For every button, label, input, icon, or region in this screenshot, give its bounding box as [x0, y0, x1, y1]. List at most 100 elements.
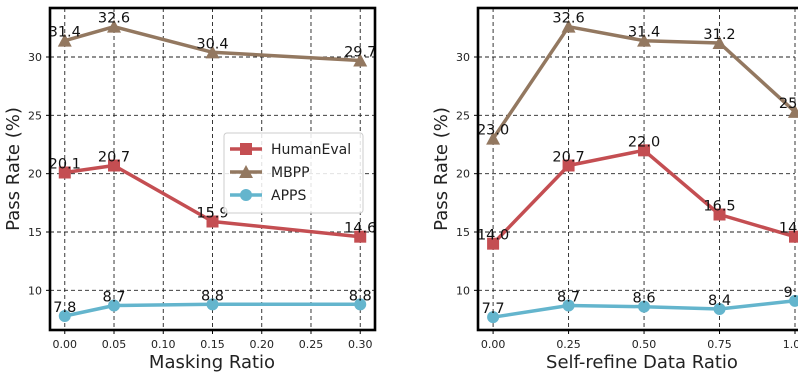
data-label-apps: 7.7 — [482, 301, 505, 317]
data-point-humaneval — [638, 144, 651, 157]
y-tick-label: 30 — [28, 51, 42, 64]
data-label-apps: 8.7 — [102, 290, 125, 306]
y-tick-label: 25 — [456, 109, 470, 122]
y-ticks: 10 15 20 25 30 — [28, 51, 50, 297]
data-point-mbpp — [637, 33, 652, 47]
data-label-apps: 8.8 — [201, 288, 224, 304]
x-tick-label: 0.00 — [53, 338, 78, 351]
data-point-apps — [789, 294, 798, 307]
data-label-humaneval: 22.0 — [628, 134, 660, 150]
data-point-apps — [354, 298, 367, 311]
data-label-mbpp: 30.4 — [196, 36, 228, 52]
data-label-apps: 8.7 — [557, 290, 580, 306]
data-point-apps — [487, 311, 500, 324]
x-tick-label: 0.25 — [299, 338, 324, 351]
data-point-mbpp — [57, 33, 72, 47]
data-label-humaneval: 16.5 — [703, 199, 735, 215]
triangle-marker-icon — [239, 165, 253, 178]
y-tick-label: 20 — [28, 168, 42, 181]
y-axis-label: Pass Rate (%) — [3, 107, 24, 231]
series-line-apps — [64, 302, 361, 318]
y-tick-label: 25 — [28, 109, 42, 122]
data-label-mbpp: 29.7 — [344, 45, 376, 61]
x-tick-label: 0.20 — [249, 338, 274, 351]
data-label-mbpp: 32.6 — [552, 11, 584, 27]
x-tick-label: 0.25 — [556, 338, 581, 351]
data-label-mbpp: 25.3 — [779, 96, 798, 112]
data-label-mbpp: 31.4 — [49, 25, 81, 41]
series-markers — [486, 19, 798, 324]
x-tick-label: 0.00 — [481, 338, 506, 351]
data-labels: 14.0 20.7 22.0 16.5 14.6 23.0 32.6 31.4 31.2 25.3… — [477, 11, 798, 317]
data-label-mbpp: 31.4 — [628, 25, 660, 41]
circle-marker-icon — [240, 189, 252, 201]
data-label-apps: 7.8 — [53, 300, 76, 316]
x-tick-label: 0.30 — [348, 338, 373, 351]
data-label-apps: 8.6 — [633, 291, 656, 307]
x-axis-label: Self-refine Data Ratio — [546, 352, 738, 373]
data-label-mbpp: 31.2 — [703, 27, 735, 43]
data-label-humaneval: 20.7 — [552, 150, 584, 166]
y-tick-label: 30 — [456, 51, 470, 64]
data-point-apps — [638, 300, 651, 313]
data-point-mbpp — [788, 104, 798, 118]
y-axis-label: Pass Rate (%) — [431, 107, 452, 231]
data-label-humaneval: 14.6 — [779, 221, 798, 237]
data-point-apps — [206, 298, 219, 311]
data-point-humaneval — [713, 208, 726, 221]
data-label-mbpp: 23.0 — [477, 123, 509, 139]
x-tick-label: 1.00 — [783, 338, 798, 351]
data-label-mbpp: 32.6 — [98, 11, 130, 27]
self-refine-ratio-chart: 14.0 20.7 22.0 16.5 14.6 23.0 32.6 31.4 31.2 25.3… — [431, 6, 798, 373]
y-tick-label: 20 — [456, 168, 470, 181]
legend-entry-apps: APPS — [230, 188, 306, 204]
data-point-mbpp — [712, 36, 727, 49]
masking-ratio-chart: 20.1 20.7 15.9 14.6 31.4 32.6 30.4 29.7 7.8 8.7 8.… — [3, 6, 377, 373]
plot-area — [478, 8, 798, 330]
legend-label-apps: APPS — [271, 188, 306, 204]
series-markers — [57, 19, 368, 322]
data-point-mbpp — [486, 131, 501, 145]
data-point-apps — [58, 310, 71, 322]
data-label-apps: 8.8 — [349, 288, 372, 304]
x-ticks: 0.00 0.05 0.10 0.15 0.20 0.25 0.30 — [53, 330, 373, 351]
data-label-humaneval: 14.6 — [344, 221, 376, 237]
legend: HumanEval MBPP APPS — [223, 132, 364, 214]
data-point-humaneval — [206, 215, 219, 228]
data-point-humaneval — [108, 159, 121, 172]
y-tick-label: 15 — [456, 226, 470, 239]
y-tick-label: 15 — [28, 226, 42, 239]
data-point-humaneval — [354, 230, 367, 243]
square-marker-icon — [240, 143, 252, 155]
data-point-apps — [562, 299, 575, 312]
data-point-mbpp — [353, 53, 368, 67]
data-label-humaneval: 14.0 — [477, 228, 509, 244]
y-tick-label: 10 — [28, 284, 42, 297]
x-axis-label: Masking Ratio — [149, 352, 275, 373]
x-tick-label: 0.10 — [151, 338, 176, 351]
series-line-humaneval — [64, 163, 361, 239]
x-ticks: 0.00 0.25 0.50 0.75 1.00 — [481, 330, 798, 351]
legend-label-mbpp: MBPP — [271, 165, 310, 181]
legend-entry-humaneval: HumanEval — [230, 142, 351, 158]
data-point-apps — [108, 299, 121, 312]
data-point-mbpp — [205, 45, 220, 59]
data-point-mbpp — [561, 19, 576, 33]
series-lines — [64, 24, 361, 318]
x-tick-label: 0.15 — [200, 338, 225, 351]
series-line-mbpp — [64, 24, 361, 63]
data-point-humaneval — [562, 159, 575, 172]
legend-box — [223, 132, 364, 214]
legend-entry-mbpp: MBPP — [230, 165, 310, 181]
plot-frame — [476, 6, 798, 332]
data-point-mbpp — [107, 19, 122, 33]
data-label-humaneval: 15.9 — [196, 206, 228, 222]
x-tick-label: 0.75 — [707, 338, 732, 351]
data-labels: 20.1 20.7 15.9 14.6 31.4 32.6 30.4 29.7 7.8 8.7 8.… — [49, 11, 376, 316]
data-point-humaneval — [789, 230, 798, 243]
legend-label-humaneval: HumanEval — [271, 142, 351, 158]
data-label-apps: 8.4 — [708, 293, 731, 309]
x-tick-label: 0.50 — [632, 338, 657, 351]
data-point-humaneval — [487, 237, 500, 250]
